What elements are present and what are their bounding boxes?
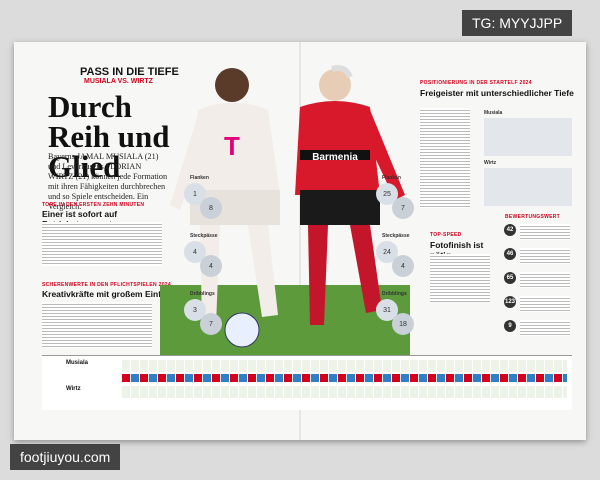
player-photo: T Barmenia xyxy=(160,65,410,355)
match-row xyxy=(122,374,567,382)
rating-text xyxy=(520,320,570,336)
stat-value: 4 xyxy=(184,241,206,263)
player-name: Musiala xyxy=(66,360,89,366)
rating-text xyxy=(520,272,570,288)
rating-value: 42 xyxy=(504,224,516,236)
section-title: Kreativkräfte mit großem Einfluss xyxy=(42,289,179,299)
stat-value: 24 xyxy=(376,241,398,263)
section-label: TORE IN DEN ERSTEN ZEHN MINUTEN xyxy=(42,202,145,208)
rating-text xyxy=(520,224,570,240)
stat-label: Flanken xyxy=(382,175,401,181)
stat-value: 25 xyxy=(376,183,398,205)
lead-text: Bayerns JAMAL MUSIALA (21) und Leverkuse… xyxy=(48,152,168,211)
match-row xyxy=(122,360,567,372)
section-title: Freigeister mit unterschiedlicher Tiefe xyxy=(420,88,574,98)
stat-value: 7 xyxy=(200,313,222,335)
player-musiala: T xyxy=(170,68,280,348)
watermark: footjiuyou.com xyxy=(10,444,121,470)
stat-label: Dribblings xyxy=(190,291,215,297)
stats-table: Musiala Wirtz xyxy=(42,355,572,410)
section-label: TOP-SPEED xyxy=(430,232,462,238)
body-text xyxy=(42,302,152,348)
headline: Durch Reih und Glied xyxy=(48,89,170,184)
rating-value: 9 xyxy=(504,320,516,332)
formation-musiala xyxy=(484,118,572,156)
rating-value: 123 xyxy=(504,296,516,308)
watermark: TG: MYYJJPP xyxy=(462,10,573,36)
stat-value: 18 xyxy=(392,313,414,335)
svg-text:Barmenia: Barmenia xyxy=(312,152,358,163)
stat-value: 8 xyxy=(200,197,222,219)
section-label: SCHERENWERTE IN DEN PFLICHTSPIELEN 2024 xyxy=(42,282,171,288)
formation-label: Wirtz xyxy=(484,160,497,166)
section-label: BEWERTUNGSWERT xyxy=(505,214,561,220)
stat-value: 31 xyxy=(376,299,398,321)
formation-label: Musiala xyxy=(484,110,503,116)
body-text xyxy=(420,108,470,208)
subkicker: MUSIALA VS. WIRTZ xyxy=(84,78,153,85)
stat-label: Flanken xyxy=(190,175,209,181)
rating-text xyxy=(520,296,570,312)
rating-text xyxy=(520,248,570,264)
kicker: PASS IN DIE TIEFE xyxy=(80,66,179,78)
stat-value: 1 xyxy=(184,183,206,205)
formation-wirtz xyxy=(484,168,572,206)
match-row xyxy=(122,386,567,398)
player-name: Wirtz xyxy=(66,386,81,392)
rating-value: 46 xyxy=(504,248,516,260)
goals-table xyxy=(42,222,162,266)
stat-value: 4 xyxy=(200,255,222,277)
spine xyxy=(299,42,301,440)
svg-text:T: T xyxy=(224,131,240,161)
section-label: POSITIONIERUNG IN DER STARTELF 2024 xyxy=(420,80,532,86)
rating-value: 65 xyxy=(504,272,516,284)
player-wirtz: Barmenia xyxy=(295,65,405,325)
stat-value: 4 xyxy=(392,255,414,277)
body-text xyxy=(430,254,490,302)
stat-label: Dribblings xyxy=(382,291,407,297)
stat-value: 3 xyxy=(184,299,206,321)
stat-label: Steckpässe xyxy=(190,233,218,239)
stat-label: Steckpässe xyxy=(382,233,410,239)
stat-value: 7 xyxy=(392,197,414,219)
